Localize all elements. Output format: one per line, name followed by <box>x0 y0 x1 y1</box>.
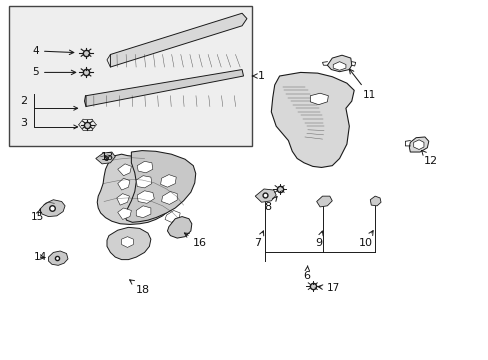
Polygon shape <box>118 164 131 176</box>
Text: 13: 13 <box>101 152 114 162</box>
Text: 4: 4 <box>32 46 74 56</box>
Polygon shape <box>160 175 176 187</box>
Text: 1: 1 <box>252 71 264 81</box>
Polygon shape <box>117 194 129 205</box>
Text: 9: 9 <box>314 231 323 248</box>
Text: 15: 15 <box>31 209 44 221</box>
Polygon shape <box>125 150 195 222</box>
Polygon shape <box>137 161 153 173</box>
Polygon shape <box>310 93 328 105</box>
Polygon shape <box>97 154 185 225</box>
Text: 12: 12 <box>421 150 437 166</box>
Polygon shape <box>107 227 151 260</box>
Polygon shape <box>316 196 331 207</box>
Polygon shape <box>161 192 177 204</box>
Polygon shape <box>255 189 276 202</box>
Bar <box>9 6 251 146</box>
Polygon shape <box>86 69 243 107</box>
Text: 17: 17 <box>318 283 339 293</box>
Polygon shape <box>164 211 180 222</box>
Polygon shape <box>96 152 115 164</box>
Text: 8: 8 <box>264 197 277 212</box>
Text: 10: 10 <box>358 231 372 248</box>
Text: 6: 6 <box>303 266 310 282</box>
Polygon shape <box>118 208 131 220</box>
Polygon shape <box>369 196 380 206</box>
Polygon shape <box>332 62 345 70</box>
Polygon shape <box>122 237 133 247</box>
Text: 16: 16 <box>184 233 207 248</box>
Polygon shape <box>118 178 130 190</box>
Text: 2: 2 <box>20 96 27 106</box>
Polygon shape <box>40 200 65 217</box>
Polygon shape <box>327 55 351 72</box>
Polygon shape <box>136 176 152 188</box>
Text: 5: 5 <box>32 67 76 77</box>
Text: 3: 3 <box>20 118 27 128</box>
Polygon shape <box>136 206 151 218</box>
Polygon shape <box>137 191 154 203</box>
Text: 11: 11 <box>348 69 375 100</box>
Text: 7: 7 <box>254 231 263 248</box>
Text: 14: 14 <box>34 252 47 262</box>
Polygon shape <box>110 13 246 67</box>
Polygon shape <box>408 137 428 152</box>
Polygon shape <box>167 217 191 238</box>
Polygon shape <box>48 251 68 265</box>
Polygon shape <box>271 72 353 167</box>
Text: 18: 18 <box>129 280 150 295</box>
Polygon shape <box>413 140 423 149</box>
